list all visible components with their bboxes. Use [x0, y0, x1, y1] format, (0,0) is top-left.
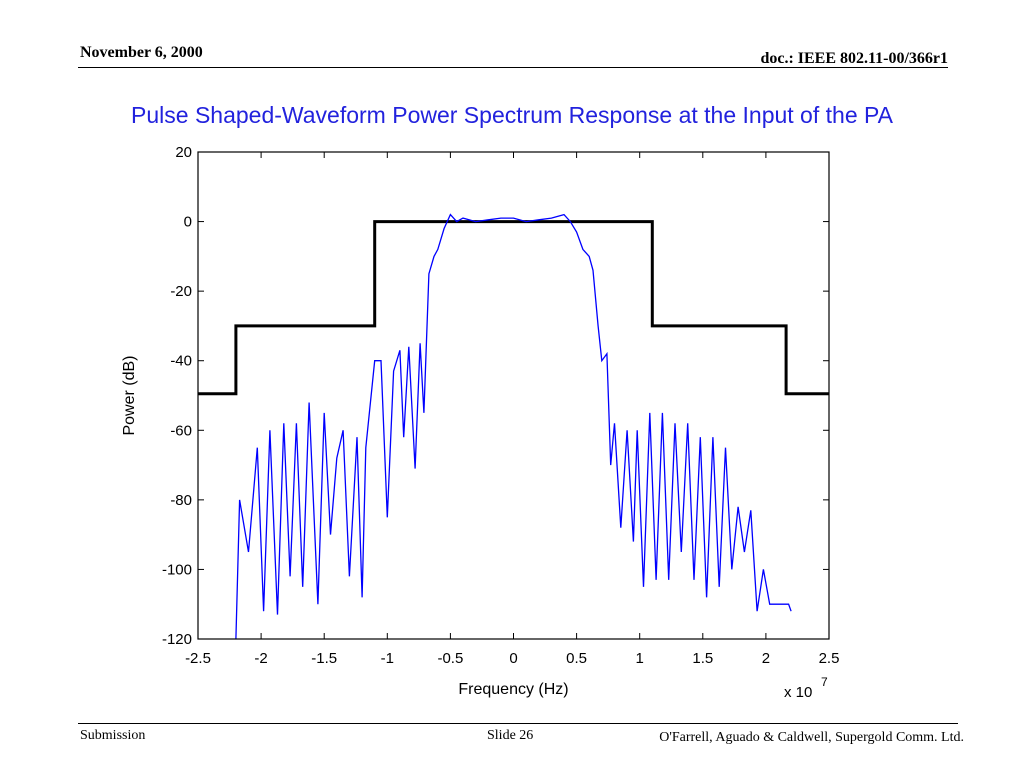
- slide-title: Pulse Shaped-Waveform Power Spectrum Res…: [131, 102, 893, 128]
- spectral-mask-line: [198, 220, 829, 396]
- y-tick-label: -40: [170, 353, 192, 370]
- y-tick-label: -120: [162, 631, 192, 648]
- x-tick-label: 0: [509, 650, 517, 667]
- x-axis-multiplier: x 10: [784, 684, 812, 701]
- header-date: November 6, 2000: [80, 44, 203, 61]
- x-axis-multiplier-exponent: 7: [821, 675, 828, 689]
- footer-slide-number: Slide 26: [487, 728, 534, 743]
- x-tick-label: -0.5: [437, 650, 463, 667]
- plot-frame: [197, 151, 830, 640]
- header-divider: [78, 67, 948, 68]
- footer-authors: O'Farrell, Aguado & Caldwell, Supergold …: [659, 730, 964, 745]
- x-axis-label: Frequency (Hz): [458, 681, 568, 698]
- y-tick-label: 20: [175, 144, 192, 161]
- x-tick-label: -1.5: [311, 650, 337, 667]
- y-tick-label: -20: [170, 283, 192, 300]
- x-tick-label: -2.5: [185, 650, 211, 667]
- series-layer: [198, 213, 829, 639]
- y-axis-label: Power (dB): [121, 355, 138, 435]
- y-tick-label: -80: [170, 492, 192, 509]
- y-tick-label: -100: [162, 561, 192, 578]
- x-tick-label: 0.5: [566, 650, 587, 667]
- x-tick-label: 1: [636, 650, 644, 667]
- x-tick-label: 2: [762, 650, 770, 667]
- x-tick-label: -2: [254, 650, 267, 667]
- y-tick-label: -60: [170, 422, 192, 439]
- x-tick-label: -1: [381, 650, 394, 667]
- header-doc-id: doc.: IEEE 802.11-00/366r1: [760, 50, 948, 67]
- ticks-layer: -2.5 -2 -1.5 -1 -0.5 0 0.5 1 1.5 2 2.5 20 0 -20 -40 -60…: [162, 144, 839, 667]
- x-tick-label: 1.5: [692, 650, 713, 667]
- footer-divider: [78, 723, 958, 724]
- y-tick-label: 0: [184, 214, 192, 231]
- power-spectrum-line: [235, 213, 792, 639]
- footer-submission: Submission: [80, 728, 146, 743]
- x-tick-label: 2.5: [819, 650, 840, 667]
